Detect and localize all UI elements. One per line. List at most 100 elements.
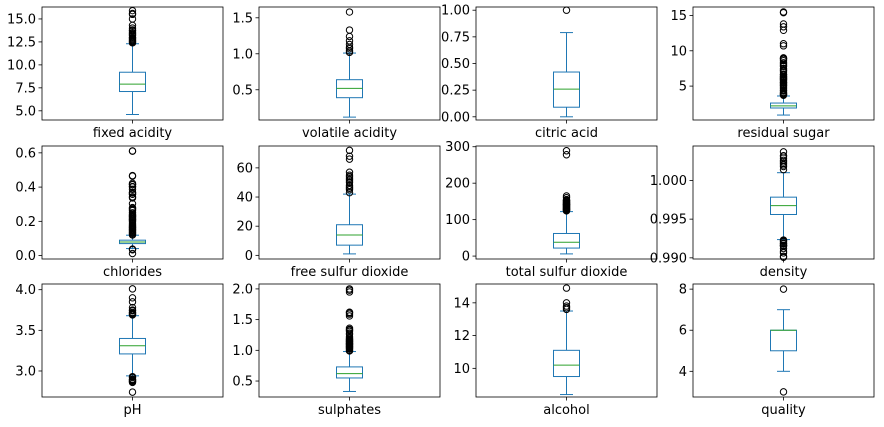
outlier-point: [128, 298, 137, 306]
subplot-chlorides: 0.0 0.2 0.4 0.6 chlorides: [15, 145, 224, 280]
outlier-point: [345, 40, 354, 49]
outlier-point: [128, 245, 137, 253]
outlier-point: [128, 209, 137, 217]
y-tick-label: 3.5: [15, 324, 36, 339]
outlier-point: [128, 303, 137, 312]
outlier-point: [128, 6, 137, 15]
y-tick-label: 0: [462, 250, 470, 265]
outlier-point: [779, 156, 788, 165]
subplot-free-sulfur-dioxide: 0 20 40 60 free sulfur dioxide: [236, 145, 441, 280]
outlier-point: [128, 193, 137, 201]
outlier-point: [345, 8, 354, 16]
outlier-point: [562, 6, 571, 14]
outlier-point: [779, 40, 788, 48]
axes-frame: [692, 283, 875, 398]
outlier-point: [345, 146, 354, 155]
y-tick-label: 2.0: [232, 282, 253, 297]
subplot-alcohol: 10 12 14 alcohol: [453, 283, 658, 418]
y-tick-label: 6: [679, 324, 687, 339]
y-tick-label: 0.995: [650, 213, 687, 228]
iqr-box: [119, 71, 146, 93]
outlier-point: [345, 188, 354, 197]
outlier-point: [562, 147, 571, 155]
subplot-ph: 3.0 3.5 4.0 pH: [15, 283, 224, 418]
subplot-sulphates: 0.5 1.0 1.5 2.0 sulphates: [232, 282, 441, 418]
outlier-point: [779, 42, 788, 50]
y-tick-label: 10.0: [7, 58, 36, 73]
x-tick-label: quality: [761, 403, 806, 418]
iqr-box: [770, 329, 797, 352]
outlier-point: [779, 8, 788, 16]
outlier-point: [128, 24, 137, 32]
x-tick-label: fixed acidity: [93, 126, 173, 141]
outlier-point: [345, 155, 354, 163]
y-tick-label: 14: [453, 296, 470, 311]
outlier-point: [779, 244, 788, 253]
outlier-point: [562, 151, 571, 159]
iqr-box: [553, 232, 580, 249]
subplot-fixed-acidity: 5.0 7.5 10.0 12.5 15.0 fixed acidity: [7, 6, 224, 141]
y-tick-label: 0.75: [441, 30, 470, 45]
outlier-point: [779, 148, 788, 156]
outlier-point: [128, 171, 137, 180]
outlier-point: [562, 299, 571, 307]
outlier-point: [345, 308, 354, 316]
y-tick-label: 0.2: [15, 215, 36, 230]
outlier-point: [128, 249, 137, 258]
y-tick-label: 0.25: [441, 84, 470, 99]
outlier-point: [779, 20, 788, 28]
y-tick-label: 10: [670, 44, 687, 59]
outlier-point: [345, 168, 354, 176]
x-tick-label: chlorides: [103, 265, 162, 280]
y-tick-label: 1.00: [441, 4, 470, 19]
outlier-point: [779, 23, 788, 31]
subplot-density: 0.990 0.995 1.000 density: [650, 145, 875, 280]
outlier-point: [562, 284, 571, 292]
y-tick-label: 100: [445, 213, 470, 228]
outlier-point: [128, 203, 137, 212]
outlier-point: [562, 302, 571, 310]
outlier-point: [345, 32, 354, 41]
outlier-point: [779, 151, 788, 160]
outlier-point: [779, 64, 788, 73]
outlier-point: [128, 388, 137, 396]
outlier-point: [345, 37, 354, 45]
y-tick-label: 0.6: [15, 146, 36, 161]
iqr-box: [336, 366, 363, 379]
subplot-residual-sugar: 5 10 15 residual sugar: [670, 6, 875, 141]
y-tick-label: 8: [679, 283, 687, 298]
outlier-point: [779, 285, 788, 293]
y-tick-label: 15: [670, 9, 687, 24]
subplot-total-sulfur-dioxide: 0 100 200 300 total sulfur dioxide: [445, 140, 658, 280]
outlier-point: [128, 15, 137, 23]
y-tick-label: 40: [236, 191, 253, 206]
outlier-point: [345, 152, 354, 160]
y-tick-label: 0.00: [441, 110, 470, 125]
y-tick-label: 1.0: [232, 344, 253, 359]
y-tick-label: 5: [679, 80, 687, 95]
outlier-point: [128, 179, 137, 188]
y-tick-label: 0.5: [232, 83, 253, 98]
subplot-volatile-acidity: 0.5 1.0 1.5 volatile acidity: [232, 6, 441, 141]
outlier-point: [779, 388, 788, 396]
y-tick-label: 300: [445, 140, 470, 155]
outlier-point: [345, 171, 354, 179]
outlier-point: [128, 147, 137, 155]
x-tick-label: residual sugar: [737, 126, 830, 141]
x-tick-label: volatile acidity: [302, 126, 397, 141]
outlier-point: [345, 26, 354, 34]
x-tick-label: total sulfur dioxide: [506, 265, 628, 280]
y-tick-label: 0.0: [15, 249, 36, 264]
y-tick-label: 4.0: [15, 283, 36, 298]
subplot-citric-acid: 0.00 0.25 0.50 0.75 1.00 citric acid: [441, 4, 658, 141]
outlier-point: [779, 236, 788, 244]
outlier-point: [128, 306, 137, 314]
outlier-point: [345, 181, 354, 190]
x-tick-label: pH: [123, 403, 141, 418]
y-tick-label: 1.5: [232, 313, 253, 328]
y-tick-label: 1.0: [232, 47, 253, 62]
outlier-point: [128, 188, 137, 197]
y-tick-label: 60: [236, 161, 253, 176]
y-tick-label: 15.0: [7, 12, 36, 27]
